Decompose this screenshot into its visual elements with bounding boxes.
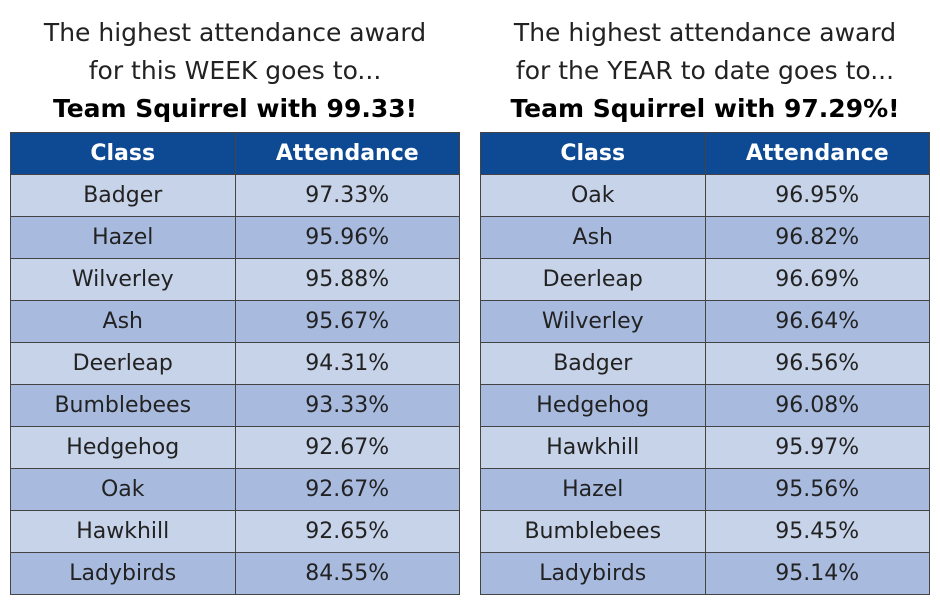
class-name: Hazel	[480, 468, 706, 511]
class-name: Badger	[480, 342, 706, 385]
table-row: Deerleap 96.69%	[480, 258, 930, 301]
attendance-value: 95.97%	[704, 426, 930, 469]
attendance-value: 92.67%	[234, 468, 460, 511]
column-header: Attendance	[234, 132, 460, 175]
class-name: Ladybirds	[10, 552, 236, 595]
class-name: Hazel	[10, 216, 236, 259]
attendance-table: Class Attendance Badger 97.33% Hazel 95.96% Wi…	[10, 132, 460, 595]
table-row: Hazel 95.56%	[480, 468, 930, 511]
class-name: Bumblebees	[480, 510, 706, 553]
attendance-value: 95.45%	[704, 510, 930, 553]
column-header: Attendance	[704, 132, 930, 175]
panel: The highest attendance award for this WEE…	[10, 0, 460, 595]
heading-line: for this WEEK goes to...	[88, 56, 382, 85]
table-row: Hawkhill 95.97%	[480, 426, 930, 469]
table-row: Ladybirds 84.55%	[10, 552, 460, 595]
attendance-value: 97.33%	[234, 174, 460, 217]
attendance-value: 95.96%	[234, 216, 460, 259]
header-row: Class Attendance	[480, 132, 930, 175]
class-name: Hedgehog	[10, 426, 236, 469]
table-row: Oak 92.67%	[10, 468, 460, 511]
class-name: Hawkhill	[480, 426, 706, 469]
class-name: Deerleap	[480, 258, 706, 301]
heading-line: The highest attendance award	[43, 18, 427, 47]
table-row: Bumblebees 95.45%	[480, 510, 930, 553]
heading-line: The highest attendance award	[513, 18, 897, 47]
table-row: Deerleap 94.31%	[10, 342, 460, 385]
table-row: Hedgehog 96.08%	[480, 384, 930, 427]
table-row: Bumblebees 93.33%	[10, 384, 460, 427]
column-header: Class	[10, 132, 236, 175]
class-name: Deerleap	[10, 342, 236, 385]
attendance-value: 96.82%	[704, 216, 930, 259]
class-name: Ladybirds	[480, 552, 706, 595]
column-header: Class	[480, 132, 706, 175]
header-row: Class Attendance	[10, 132, 460, 175]
attendance-value: 84.55%	[234, 552, 460, 595]
award-winner: Team Squirrel with 97.29%!	[510, 94, 900, 123]
attendance-value: 96.08%	[704, 384, 930, 427]
table-row: Badger 96.56%	[480, 342, 930, 385]
attendance-value: 96.69%	[704, 258, 930, 301]
attendance-value: 95.14%	[704, 552, 930, 595]
class-name: Oak	[10, 468, 236, 511]
table-row: Oak 96.95%	[480, 174, 930, 217]
attendance-value: 95.56%	[704, 468, 930, 511]
table-row: Ash 96.82%	[480, 216, 930, 259]
attendance-value: 96.64%	[704, 300, 930, 343]
class-name: Wilverley	[10, 258, 236, 301]
attendance-value: 94.31%	[234, 342, 460, 385]
heading-line: for the YEAR to date goes to...	[515, 56, 895, 85]
attendance-table: Class Attendance Oak 96.95% Ash 96.82% Deerlea…	[480, 132, 930, 595]
class-name: Hedgehog	[480, 384, 706, 427]
table-row: Ladybirds 95.14%	[480, 552, 930, 595]
table-row: Hawkhill 92.65%	[10, 510, 460, 553]
table-row: Wilverley 95.88%	[10, 258, 460, 301]
panel: The highest attendance award for the YEAR…	[480, 0, 930, 595]
class-name: Bumblebees	[10, 384, 236, 427]
table-row: Badger 97.33%	[10, 174, 460, 217]
attendance-value: 92.65%	[234, 510, 460, 553]
table-row: Hazel 95.96%	[10, 216, 460, 259]
class-name: Hawkhill	[10, 510, 236, 553]
attendance-value: 93.33%	[234, 384, 460, 427]
attendance-value: 92.67%	[234, 426, 460, 469]
attendance-value: 95.67%	[234, 300, 460, 343]
table-row: Ash 95.67%	[10, 300, 460, 343]
class-name: Wilverley	[480, 300, 706, 343]
attendance-value: 96.56%	[704, 342, 930, 385]
class-name: Ash	[480, 216, 706, 259]
table-row: Hedgehog 92.67%	[10, 426, 460, 469]
attendance-value: 96.95%	[704, 174, 930, 217]
table-row: Wilverley 96.64%	[480, 300, 930, 343]
attendance-value: 95.88%	[234, 258, 460, 301]
class-name: Ash	[10, 300, 236, 343]
class-name: Badger	[10, 174, 236, 217]
award-winner: Team Squirrel with 99.33!	[52, 94, 418, 123]
class-name: Oak	[480, 174, 706, 217]
